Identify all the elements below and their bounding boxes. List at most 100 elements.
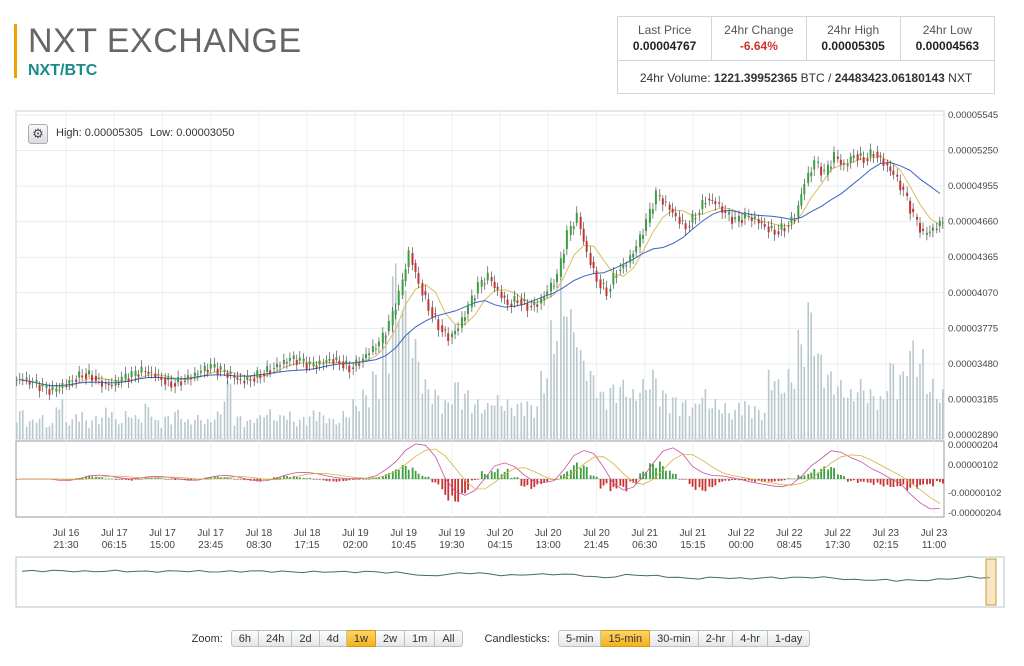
candle-up — [31, 381, 34, 383]
candle-up — [394, 309, 397, 316]
volume-bar — [823, 387, 825, 439]
candle-down — [516, 300, 519, 303]
candle-down — [530, 306, 533, 308]
macd-histogram-bar — [503, 471, 506, 479]
candlestick-button-15-min[interactable]: 15-min — [601, 630, 651, 647]
macd-histogram-bar — [754, 479, 756, 482]
macd-histogram-bar — [711, 479, 714, 488]
volume-bar — [770, 390, 773, 439]
navigator-frame — [15, 556, 1005, 608]
volume-bar — [101, 417, 103, 439]
price-chart[interactable]: 0.00005545 0.00005250 0.00004955 0.00004660… — [14, 109, 1014, 615]
volume-bar — [632, 389, 634, 439]
candle-up — [651, 209, 654, 214]
volume-bar — [378, 399, 380, 439]
chart-svg[interactable]: 0.00005545 0.00005250 0.00004955 0.00004660… — [14, 109, 1014, 615]
volume-bar — [302, 416, 305, 439]
volume-bar — [223, 401, 226, 439]
volume-bar — [496, 395, 499, 439]
macd-histogram-bar — [629, 479, 632, 482]
candle-down — [110, 384, 113, 387]
candle-up — [120, 376, 123, 382]
volume-bar — [325, 423, 328, 439]
volume-bar — [345, 417, 348, 439]
macd-histogram-bar — [939, 479, 941, 483]
macd-histogram-bar — [401, 464, 404, 479]
volume-bar — [543, 393, 545, 439]
time-tick-time: 17:30 — [825, 540, 850, 551]
zoom-button-1w[interactable]: 1w — [346, 630, 376, 647]
navigator-range-handle — [985, 558, 997, 606]
macd-histogram-bar — [859, 479, 862, 482]
candlestick-button-5-min[interactable]: 5-min — [557, 630, 602, 647]
candle-up — [298, 357, 301, 361]
macd-histogram-bar — [833, 467, 835, 479]
candlestick-button-1-day[interactable]: 1-day — [767, 630, 811, 647]
volume-bar — [154, 419, 157, 439]
macd-histogram-bar — [91, 476, 94, 479]
zoom-button-1m[interactable]: 1m — [405, 630, 436, 647]
volume-bar — [292, 421, 295, 439]
volume-bar — [114, 419, 117, 439]
time-tick-time: 19:30 — [439, 540, 464, 551]
volume-bar — [840, 379, 842, 439]
candle-down — [226, 372, 229, 378]
change-value: -6.64% — [739, 39, 778, 53]
volume-bar — [342, 411, 345, 439]
volume-bar — [305, 425, 308, 439]
time-tick-time: 06:30 — [632, 540, 657, 551]
macd-histogram-bar — [256, 479, 259, 481]
chart-settings-button[interactable]: ⚙ — [28, 124, 48, 144]
volume-bar — [533, 417, 536, 439]
price-tick-label: 0.00002890 — [948, 430, 998, 441]
candle-down — [820, 166, 823, 176]
macd-histogram-bar — [345, 479, 348, 481]
volume-bar — [879, 396, 882, 439]
stat-label: 24hr Change — [724, 23, 794, 37]
volume-bar — [273, 420, 275, 439]
price-tick-label: 0.00004365 — [948, 252, 998, 263]
candle-up — [454, 330, 457, 335]
macd-histogram-bar — [391, 471, 394, 479]
macd-histogram-bar — [520, 479, 523, 486]
candle-up — [186, 375, 189, 380]
zoom-button-24h[interactable]: 24h — [259, 630, 293, 647]
price-tick-label: 0.00005250 — [948, 146, 998, 157]
candle-down — [711, 199, 714, 201]
volume-bar — [734, 409, 736, 439]
candle-down — [668, 204, 671, 210]
candlestick-button-2-hr[interactable]: 2-hr — [698, 630, 734, 647]
volume-bar — [629, 397, 631, 439]
volume-bar — [849, 389, 852, 439]
zoom-button-2w[interactable]: 2w — [375, 630, 406, 647]
candle-up — [451, 333, 454, 338]
candle-up — [355, 359, 358, 366]
candle-up — [817, 161, 820, 163]
macd-histogram-bar — [708, 479, 711, 487]
time-tick-date: Jul 23 — [872, 528, 899, 539]
candle-up — [196, 373, 199, 375]
volume-bar — [295, 426, 298, 439]
candle-up — [58, 389, 61, 391]
candle-up — [619, 269, 622, 272]
candlestick-button-4-hr[interactable]: 4-hr — [733, 630, 768, 647]
volume-bar — [105, 407, 107, 439]
candle-up — [648, 209, 651, 223]
zoom-button-6h[interactable]: 6h — [230, 630, 260, 647]
macd-histogram-bar — [523, 479, 526, 487]
macd-histogram-bar — [605, 479, 608, 484]
zoom-button-2d[interactable]: 2d — [292, 630, 320, 647]
candle-down — [164, 378, 167, 385]
candle-up — [282, 359, 285, 364]
candle-up — [61, 383, 64, 388]
time-tick-time: 11:00 — [922, 540, 947, 551]
zoom-button-4d[interactable]: 4d — [319, 630, 347, 647]
candle-up — [698, 212, 701, 215]
candlestick-button-30-min[interactable]: 30-min — [650, 630, 699, 647]
volume-bar — [385, 334, 387, 439]
zoom-button-all[interactable]: All — [435, 630, 463, 647]
macd-histogram-bar — [674, 473, 677, 479]
macd-histogram-bar — [223, 477, 226, 479]
volume-bar — [362, 389, 364, 439]
candle-up — [365, 354, 368, 359]
